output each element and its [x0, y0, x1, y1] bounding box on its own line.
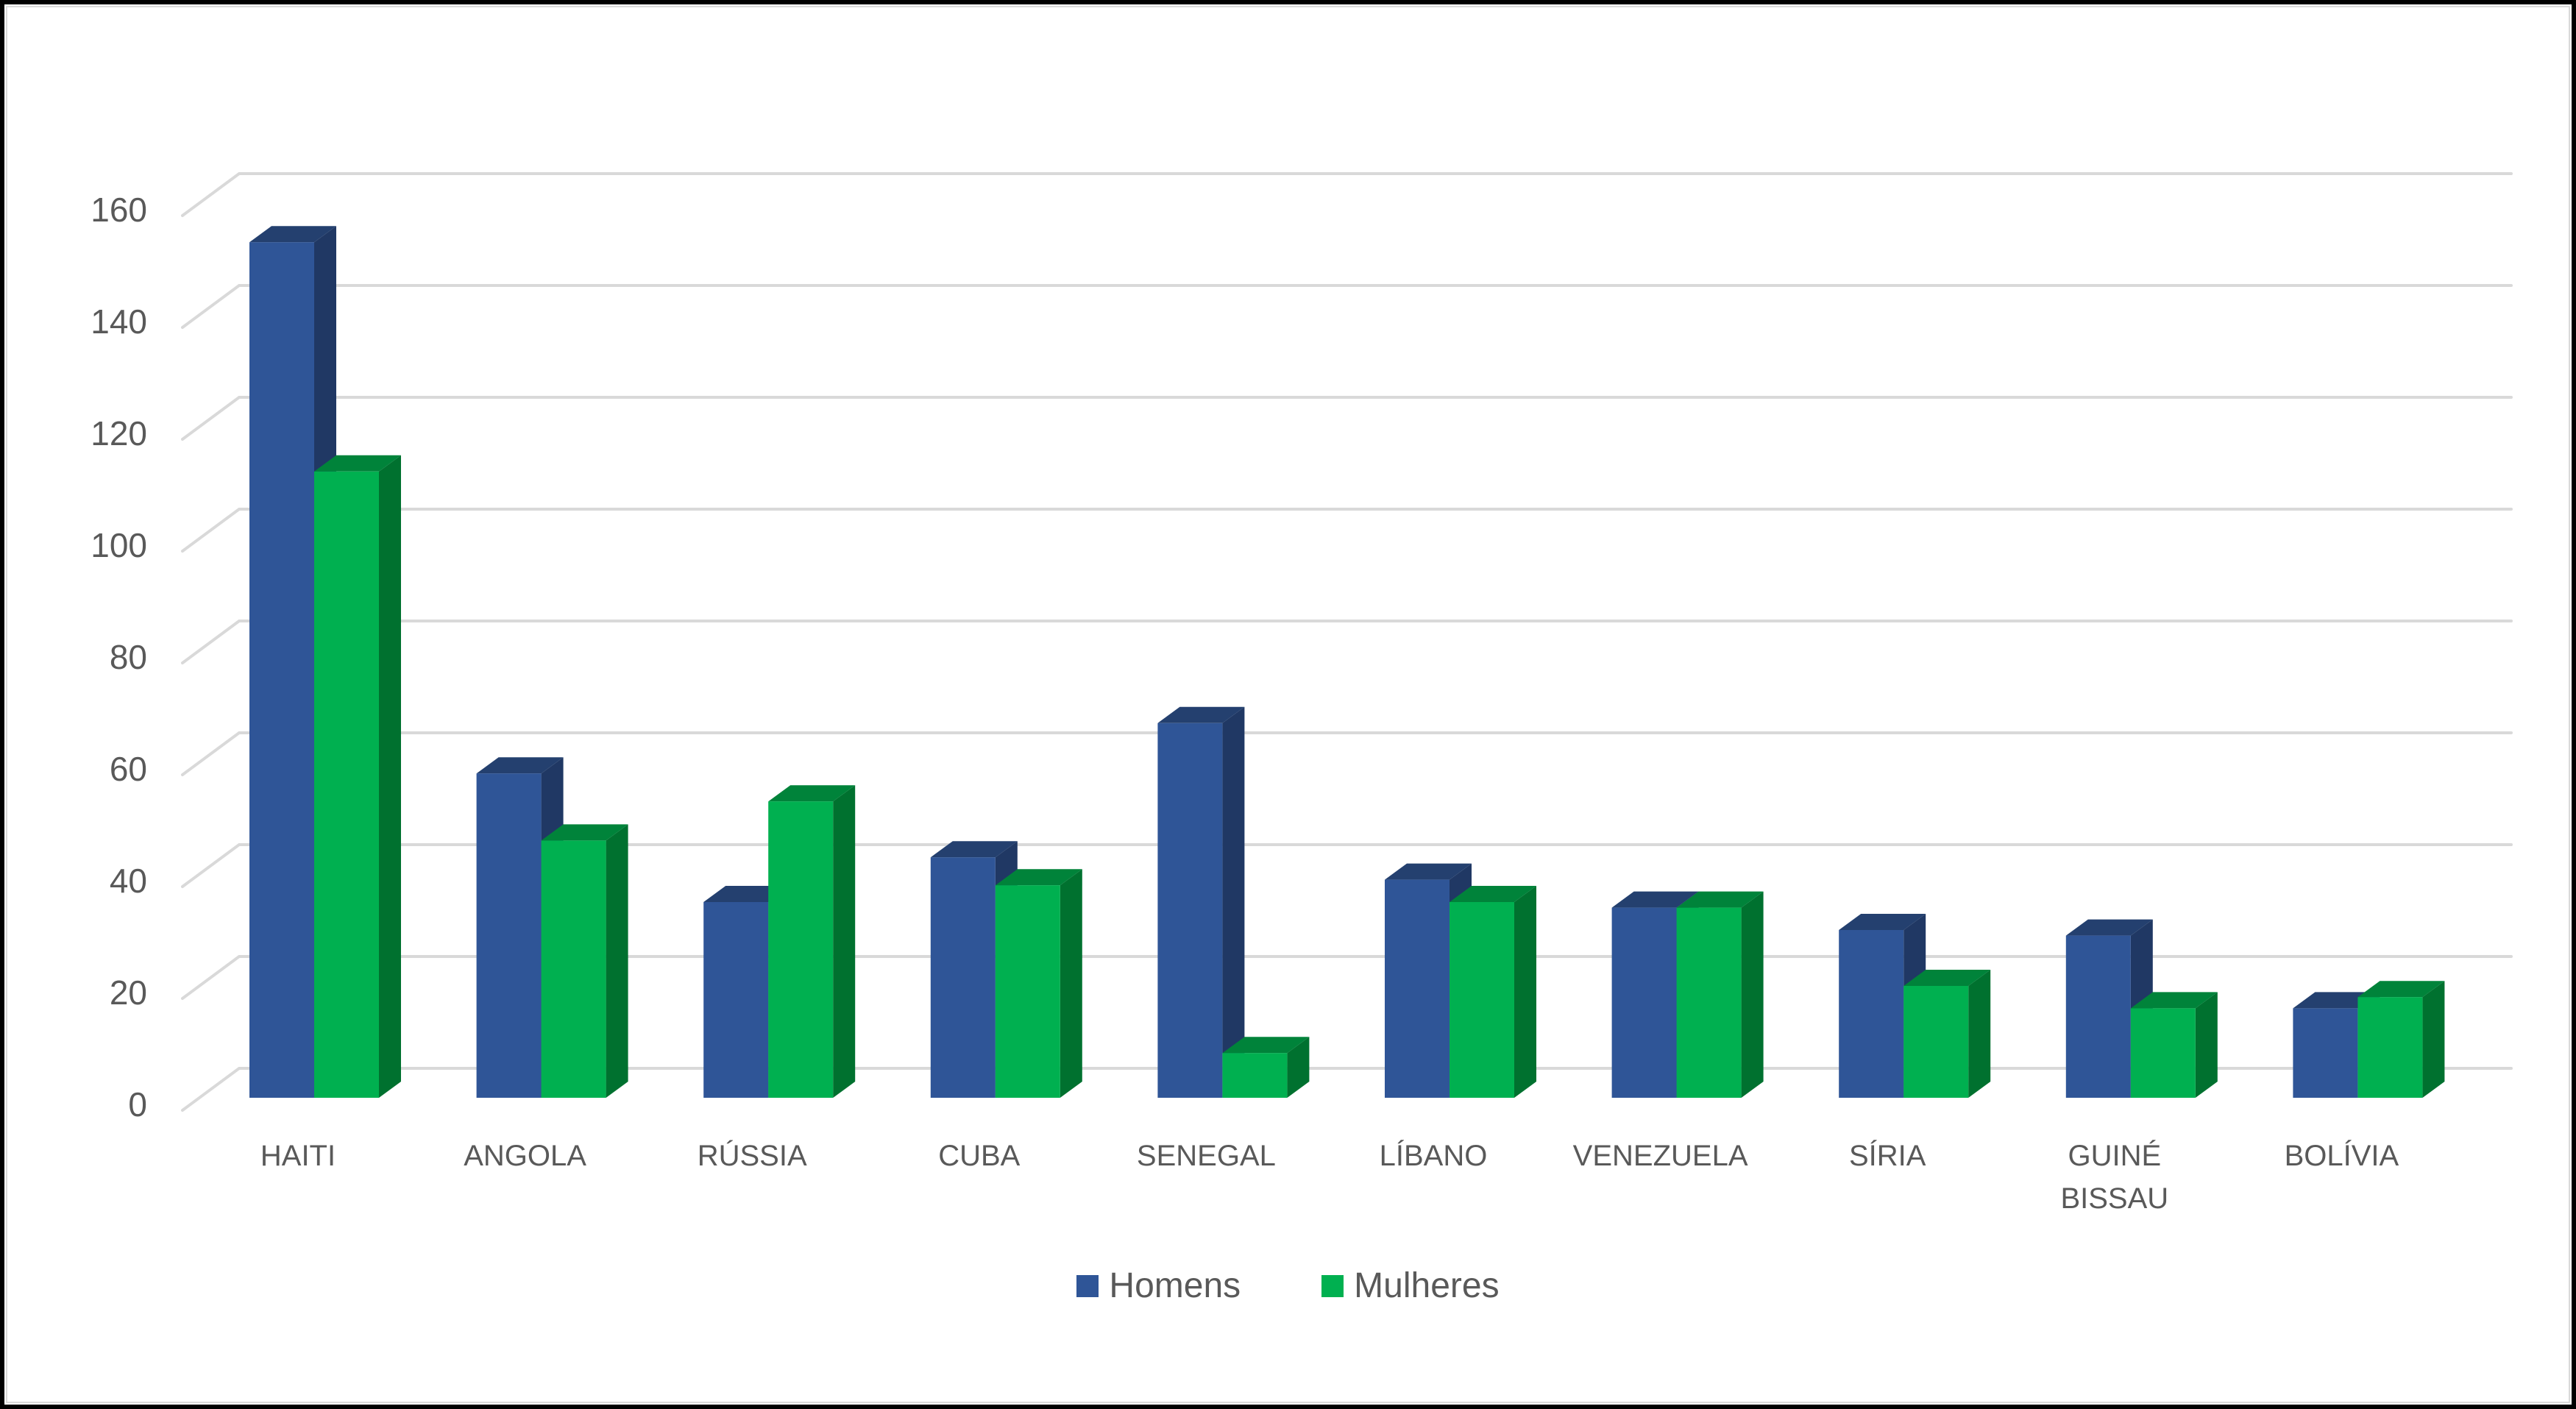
bar-mulheres-top [768, 785, 856, 802]
bar-mulheres-side [379, 455, 401, 1098]
bar-mulheres [1903, 986, 1969, 1098]
bar-homens [2065, 935, 2131, 1098]
bar-homens-top [2065, 919, 2153, 936]
bar-mulheres [1450, 902, 1514, 1098]
y-tick-label: 100 [91, 526, 147, 564]
y-tick-label: 20 [109, 973, 147, 1012]
bar-mulheres-side [1741, 891, 1764, 1098]
bar-homens [249, 242, 314, 1099]
bar-homens [1157, 723, 1223, 1098]
gridline [181, 508, 2513, 553]
bar-mulheres-top [314, 455, 401, 472]
bar-mulheres-side [2422, 981, 2445, 1098]
legend-swatch-homens-icon [1076, 1274, 1099, 1297]
bar-mulheres-side [2195, 992, 2218, 1098]
bar-mulheres [541, 840, 606, 1098]
bar-mulheres-side [1060, 869, 1082, 1098]
bar-homens-top [1839, 914, 1926, 930]
bar-mulheres [314, 471, 379, 1098]
bar-homens [2293, 1008, 2358, 1098]
x-category-label: VENEZUELA [1572, 1140, 1748, 1172]
bar-mulheres-side [1968, 970, 1991, 1098]
bar-mulheres-top [2357, 981, 2445, 998]
gridline [181, 284, 2513, 329]
bar-homens [930, 857, 996, 1098]
x-category-label: CUBA [938, 1140, 1021, 1172]
bar-homens [1385, 879, 1450, 1098]
bar-mulheres [2357, 997, 2423, 1098]
y-tick-label: 120 [91, 414, 147, 452]
bar-homens-top [1611, 891, 1699, 908]
gridline [181, 620, 2513, 664]
bar-mulheres-side [606, 824, 628, 1098]
gridline [181, 396, 2513, 441]
bar-mulheres [995, 885, 1060, 1098]
y-tick-label: 60 [109, 750, 147, 788]
bar-mulheres-top [995, 869, 1082, 886]
bar-homens-top [930, 841, 1018, 858]
bar-mulheres [768, 801, 834, 1098]
bar-mulheres [1222, 1053, 1288, 1098]
bar-homens-top [476, 757, 564, 774]
y-tick-label: 140 [91, 302, 147, 341]
bar-mulheres-top [1450, 886, 1536, 902]
y-tick-label: 40 [109, 862, 147, 900]
bar-mulheres-side [1514, 886, 1536, 1098]
y-tick-label: 0 [128, 1085, 147, 1124]
bar-mulheres-side [1287, 1037, 1310, 1098]
bar-mulheres-top [1676, 891, 1764, 908]
legend-swatch-mulheres-icon [1321, 1274, 1344, 1297]
x-category-label: SÍRIA [1848, 1140, 1926, 1172]
y-tick-label: 80 [109, 638, 147, 676]
legend-item-homens[interactable]: Homens [1076, 1266, 1241, 1306]
bar-mulheres-top [2130, 992, 2218, 1009]
x-category-label: HAITI [260, 1140, 336, 1172]
chart-area-border [6, 6, 2570, 1403]
bar-homens [1839, 930, 1904, 1098]
bar-mulheres-top [1222, 1037, 1310, 1054]
y-tick-label: 160 [91, 191, 147, 229]
bar-mulheres [2130, 1008, 2196, 1098]
bar-homens-side [1222, 706, 1245, 1098]
x-category-label: ANGOLA [464, 1140, 586, 1172]
bar-mulheres-top [541, 824, 628, 841]
bar-homens [476, 773, 542, 1098]
bar-homens-top [1157, 706, 1245, 723]
x-category-label: SENEGAL [1136, 1140, 1276, 1172]
legend-label-homens: Homens [1109, 1266, 1241, 1305]
bar-homens [1611, 907, 1677, 1098]
bar-mulheres [1676, 907, 1742, 1098]
gridline [181, 731, 2513, 776]
legend: Homens Mulheres [0, 1266, 2576, 1306]
bar-mulheres-top [1903, 970, 1991, 986]
bar-homens-top [1385, 863, 1472, 880]
legend-label-mulheres: Mulheres [1354, 1266, 1500, 1305]
gridline [181, 172, 2513, 217]
x-category-label: LÍBANO [1379, 1140, 1488, 1172]
bar-homens-top [249, 226, 336, 243]
gridline [181, 843, 2513, 888]
x-category-label: BOLÍVIA [2284, 1140, 2399, 1172]
x-category-label: RÚSSIA [697, 1140, 807, 1172]
bar-mulheres-side [833, 785, 856, 1098]
x-category-label: GUINÉ BISSAU [2060, 1140, 2169, 1215]
legend-item-mulheres[interactable]: Mulheres [1321, 1266, 1500, 1306]
bar-homens [703, 902, 769, 1098]
